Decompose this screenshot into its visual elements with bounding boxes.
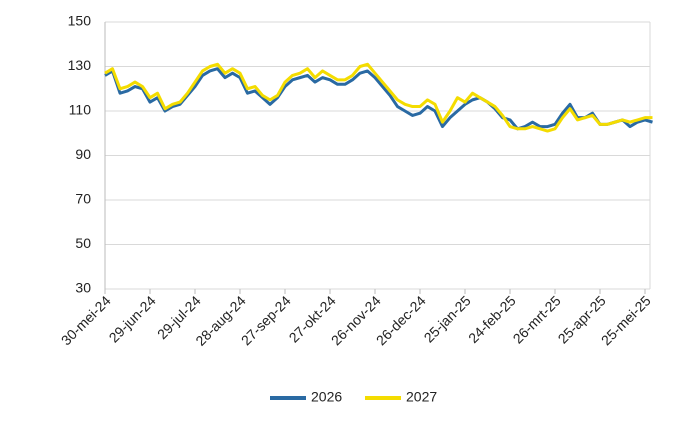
x-tick-label: 25-mei-25 bbox=[598, 292, 654, 348]
legend-label: 2027 bbox=[406, 389, 437, 405]
x-tick-label: 27-sep-24 bbox=[238, 292, 294, 348]
series-line bbox=[104, 62, 653, 133]
y-tick-label: 150 bbox=[68, 13, 92, 29]
y-tick-label: 90 bbox=[75, 146, 91, 162]
y-tick-label: 70 bbox=[75, 191, 91, 207]
y-tick-label: 30 bbox=[75, 280, 91, 296]
y-tick-label: 50 bbox=[75, 235, 91, 251]
series-line bbox=[104, 67, 653, 131]
x-tick-label: 30-mei-24 bbox=[58, 292, 114, 348]
legend-label: 2026 bbox=[311, 389, 342, 405]
x-tick-label: 29-jun-24 bbox=[106, 292, 159, 345]
x-tick-label: 26-dec-24 bbox=[373, 292, 429, 348]
x-tick-label: 24-feb-25 bbox=[465, 292, 519, 346]
y-tick-label: 130 bbox=[68, 57, 92, 73]
x-tick-label: 26-mrt-25 bbox=[510, 292, 564, 346]
y-tick-label: 110 bbox=[69, 102, 92, 118]
x-tick-label: 25-jan-25 bbox=[421, 292, 474, 345]
